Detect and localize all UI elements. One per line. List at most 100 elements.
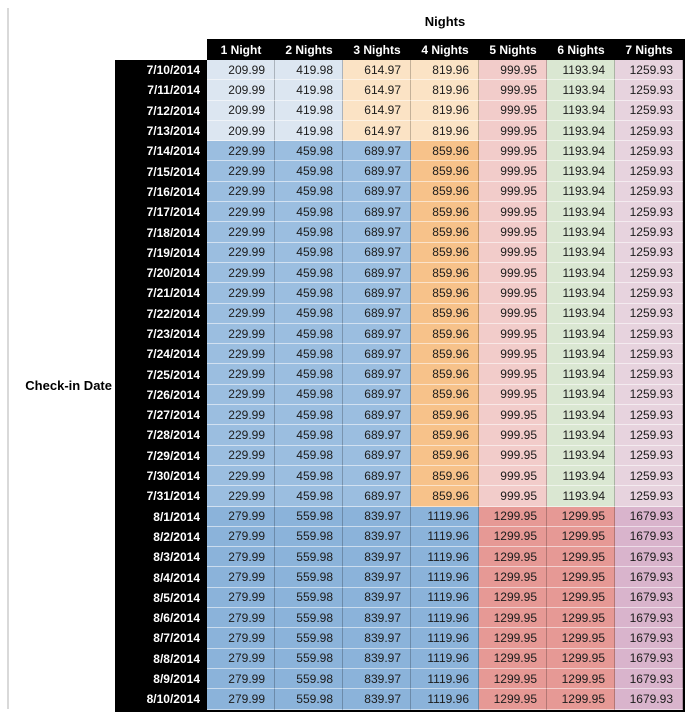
price-cell[interactable]: 229.99 <box>207 445 275 466</box>
price-cell[interactable]: 459.98 <box>275 161 343 182</box>
price-cell[interactable]: 459.98 <box>275 486 343 507</box>
price-cell[interactable]: 229.99 <box>207 405 275 426</box>
price-cell[interactable]: 1119.96 <box>411 587 479 609</box>
price-cell[interactable]: 859.96 <box>411 405 479 426</box>
price-cell[interactable]: 1259.93 <box>615 80 683 101</box>
checkin-date-cell[interactable]: 8/6/2014 <box>115 608 207 629</box>
price-cell[interactable]: 1119.96 <box>411 567 479 588</box>
price-cell[interactable]: 209.99 <box>207 80 275 101</box>
price-cell[interactable]: 689.97 <box>343 425 411 446</box>
price-cell[interactable]: 279.99 <box>207 608 275 629</box>
checkin-date-cell[interactable]: 8/9/2014 <box>115 668 207 690</box>
price-cell[interactable]: 559.98 <box>275 506 343 527</box>
column-header-2-night[interactable]: 2 Nights <box>275 39 343 60</box>
price-cell[interactable]: 1259.93 <box>615 303 683 324</box>
price-cell[interactable]: 1193.94 <box>547 486 615 507</box>
price-cell[interactable]: 859.96 <box>411 425 479 446</box>
price-cell[interactable]: 459.98 <box>275 181 343 203</box>
price-cell[interactable]: 279.99 <box>207 547 275 568</box>
price-cell[interactable]: 999.95 <box>479 161 547 182</box>
price-cell[interactable]: 689.97 <box>343 486 411 507</box>
price-cell[interactable]: 1193.94 <box>547 405 615 426</box>
checkin-date-cell[interactable]: 7/14/2014 <box>115 141 207 162</box>
price-cell[interactable]: 1299.95 <box>479 648 547 669</box>
price-cell[interactable]: 229.99 <box>207 222 275 243</box>
price-cell[interactable]: 1679.93 <box>615 567 683 588</box>
price-cell[interactable]: 229.99 <box>207 364 275 385</box>
price-cell[interactable]: 859.96 <box>411 161 479 182</box>
price-cell[interactable]: 859.96 <box>411 242 479 263</box>
price-cell[interactable]: 999.95 <box>479 120 547 142</box>
price-cell[interactable]: 859.96 <box>411 262 479 284</box>
price-cell[interactable]: 1259.93 <box>615 384 683 406</box>
price-cell[interactable]: 819.96 <box>411 80 479 101</box>
price-cell[interactable]: 279.99 <box>207 668 275 690</box>
price-cell[interactable]: 1299.95 <box>479 526 547 548</box>
price-cell[interactable]: 559.98 <box>275 587 343 609</box>
price-cell[interactable]: 1193.94 <box>547 323 615 345</box>
price-cell[interactable]: 419.98 <box>275 60 343 81</box>
price-cell[interactable]: 999.95 <box>479 181 547 203</box>
price-cell[interactable]: 999.95 <box>479 344 547 365</box>
price-cell[interactable]: 859.96 <box>411 364 479 385</box>
price-cell[interactable]: 559.98 <box>275 608 343 629</box>
price-cell[interactable]: 279.99 <box>207 526 275 548</box>
price-cell[interactable]: 859.96 <box>411 323 479 345</box>
price-cell[interactable]: 859.96 <box>411 465 479 487</box>
price-cell[interactable]: 689.97 <box>343 283 411 304</box>
price-cell[interactable]: 1679.93 <box>615 506 683 527</box>
price-cell[interactable]: 999.95 <box>479 202 547 223</box>
checkin-date-cell[interactable]: 7/31/2014 <box>115 486 207 507</box>
price-cell[interactable]: 1119.96 <box>411 628 479 649</box>
price-cell[interactable]: 209.99 <box>207 120 275 142</box>
price-cell[interactable]: 1299.95 <box>547 587 615 609</box>
checkin-date-cell[interactable]: 7/26/2014 <box>115 384 207 406</box>
price-cell[interactable]: 1679.93 <box>615 648 683 669</box>
price-cell[interactable]: 1259.93 <box>615 202 683 223</box>
checkin-date-cell[interactable]: 7/24/2014 <box>115 344 207 365</box>
checkin-date-cell[interactable]: 7/12/2014 <box>115 100 207 121</box>
price-cell[interactable]: 1193.94 <box>547 262 615 284</box>
checkin-date-cell[interactable]: 7/15/2014 <box>115 161 207 182</box>
price-cell[interactable]: 614.97 <box>343 80 411 101</box>
price-cell[interactable]: 1193.94 <box>547 120 615 142</box>
column-header-4-night[interactable]: 4 Nights <box>411 39 479 60</box>
price-cell[interactable]: 1119.96 <box>411 506 479 527</box>
column-header-6-night[interactable]: 6 Nights <box>547 39 615 60</box>
price-cell[interactable]: 1259.93 <box>615 465 683 487</box>
price-cell[interactable]: 999.95 <box>479 283 547 304</box>
price-cell[interactable]: 839.97 <box>343 608 411 629</box>
price-cell[interactable]: 689.97 <box>343 405 411 426</box>
price-cell[interactable]: 1259.93 <box>615 242 683 263</box>
price-cell[interactable]: 1259.93 <box>615 141 683 162</box>
price-cell[interactable]: 999.95 <box>479 465 547 487</box>
checkin-date-cell[interactable]: 7/16/2014 <box>115 181 207 203</box>
price-cell[interactable]: 689.97 <box>343 323 411 345</box>
price-cell[interactable]: 1259.93 <box>615 405 683 426</box>
price-cell[interactable]: 1119.96 <box>411 608 479 629</box>
price-cell[interactable]: 1679.93 <box>615 526 683 548</box>
price-cell[interactable]: 999.95 <box>479 425 547 446</box>
price-cell[interactable]: 859.96 <box>411 303 479 324</box>
price-cell[interactable]: 859.96 <box>411 486 479 507</box>
price-cell[interactable]: 1119.96 <box>411 689 479 710</box>
price-cell[interactable]: 229.99 <box>207 465 275 487</box>
price-cell[interactable]: 689.97 <box>343 445 411 466</box>
price-cell[interactable]: 1193.94 <box>547 141 615 162</box>
checkin-date-cell[interactable]: 7/19/2014 <box>115 242 207 263</box>
price-cell[interactable]: 279.99 <box>207 587 275 609</box>
price-cell[interactable]: 559.98 <box>275 526 343 548</box>
price-cell[interactable]: 1679.93 <box>615 628 683 649</box>
price-cell[interactable]: 689.97 <box>343 344 411 365</box>
price-cell[interactable]: 459.98 <box>275 303 343 324</box>
price-cell[interactable]: 859.96 <box>411 283 479 304</box>
price-cell[interactable]: 1299.95 <box>479 587 547 609</box>
price-cell[interactable]: 459.98 <box>275 323 343 345</box>
price-cell[interactable]: 459.98 <box>275 384 343 406</box>
checkin-date-cell[interactable]: 8/2/2014 <box>115 526 207 548</box>
price-cell[interactable]: 689.97 <box>343 202 411 223</box>
price-cell[interactable]: 459.98 <box>275 344 343 365</box>
price-cell[interactable]: 999.95 <box>479 323 547 345</box>
price-cell[interactable]: 459.98 <box>275 445 343 466</box>
price-cell[interactable]: 999.95 <box>479 364 547 385</box>
